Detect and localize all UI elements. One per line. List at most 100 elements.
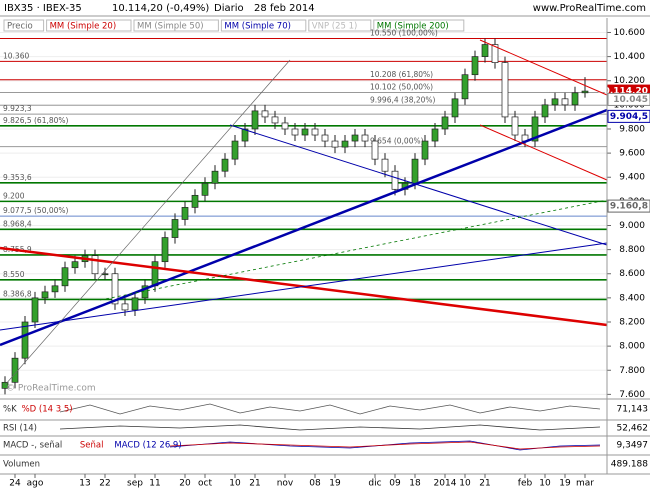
plot: Precio MM (Simple 20) MM (Simple 50) MM (Si… bbox=[0, 19, 650, 400]
legend-box bbox=[308, 19, 372, 32]
candle-body bbox=[391, 170, 399, 190]
y-tick-label: 8.600 bbox=[619, 269, 645, 279]
candle-body bbox=[331, 140, 339, 148]
legend-entry: MM (Simple 20) bbox=[50, 22, 117, 32]
x-tick-label: 24 bbox=[9, 479, 21, 489]
indicator-label: Señal bbox=[80, 441, 104, 451]
indicator-label: MACD (12 26 9) bbox=[114, 441, 181, 451]
indicator-line bbox=[59, 403, 601, 415]
candle-body bbox=[461, 74, 469, 100]
candle-body bbox=[181, 207, 189, 220]
candle-body bbox=[471, 56, 479, 76]
candle-body bbox=[171, 219, 179, 238]
candle-body bbox=[21, 321, 29, 359]
y-tick-label: 10.400 bbox=[614, 52, 646, 62]
candle-body bbox=[561, 98, 569, 106]
candle-body bbox=[11, 357, 19, 383]
y-tick-label: 9.600 bbox=[619, 149, 645, 159]
date: 28 feb 2014 bbox=[254, 3, 315, 14]
x-tick-label: oct bbox=[198, 479, 212, 489]
x-tick-label: 18 bbox=[409, 479, 421, 489]
indicator-line bbox=[59, 424, 601, 431]
candle-body bbox=[291, 128, 299, 136]
trend-line bbox=[4, 59, 291, 386]
symbol: IBX35 · IBEX-35 bbox=[4, 3, 82, 14]
candle-body bbox=[61, 267, 69, 287]
legend-entry: MM (Simple 200) bbox=[377, 22, 449, 32]
x-tick-label: 13 bbox=[79, 479, 90, 489]
candle-body bbox=[41, 291, 49, 299]
indicator-label: MACD -, señal bbox=[3, 441, 62, 451]
price-marker bbox=[607, 109, 650, 123]
candle-body bbox=[1, 381, 9, 389]
candle-body bbox=[511, 116, 519, 136]
trend-line bbox=[0, 242, 608, 331]
candle-body bbox=[361, 134, 369, 142]
x-tick-label: mar bbox=[576, 479, 594, 489]
period: Diario bbox=[214, 3, 244, 14]
y-tick-label: 8.400 bbox=[619, 293, 645, 303]
y-tick-label: 9.800 bbox=[619, 124, 645, 134]
indicator-value: 9,3497 bbox=[617, 441, 649, 451]
level-label: 8.386,8 bbox=[3, 289, 32, 298]
candle-body bbox=[351, 134, 359, 142]
candle-body bbox=[251, 110, 259, 130]
trend-line bbox=[479, 124, 608, 181]
candle-body bbox=[441, 116, 449, 130]
y-tick-label: 10.200 bbox=[614, 76, 646, 86]
legend-entry: Precio bbox=[7, 22, 33, 32]
candle-body bbox=[571, 92, 579, 106]
level-label: 9.923,3 bbox=[3, 104, 32, 113]
level-label: 8.968,4 bbox=[3, 219, 32, 228]
candle-body bbox=[191, 194, 199, 208]
candle-body bbox=[541, 104, 549, 118]
candle-body bbox=[211, 170, 219, 184]
candle-body bbox=[281, 122, 289, 130]
x-tick-label: 11 bbox=[149, 479, 160, 489]
x-tick-label: nov bbox=[277, 479, 294, 489]
level-label: 9.077,5 (50,00%) bbox=[3, 206, 69, 215]
trend-line bbox=[0, 108, 608, 347]
candle-body bbox=[341, 140, 349, 148]
price-marker-label: 9.904,5 bbox=[610, 112, 648, 122]
x-tick-label: sep bbox=[127, 479, 143, 489]
x-tick-label: 10 bbox=[229, 479, 241, 489]
y-tick-label: 7.800 bbox=[619, 366, 645, 376]
x-tick-label: 08 bbox=[309, 479, 321, 489]
x-axis: 24 ago 13 22 sep 11 20 oct 10 21 nov 08 19 dic 09 18 201… bbox=[9, 474, 594, 489]
candle-body bbox=[321, 134, 329, 142]
trend-line bbox=[229, 124, 608, 246]
level-label: 9.353,6 bbox=[3, 173, 32, 182]
price-marker bbox=[607, 199, 650, 213]
level-label: 8.550 bbox=[3, 270, 25, 279]
candle-body bbox=[241, 128, 249, 142]
candle-body bbox=[151, 261, 159, 287]
x-tick-label: dic bbox=[368, 479, 381, 489]
x-tick-label: 10 bbox=[539, 479, 551, 489]
legend-box bbox=[220, 19, 307, 32]
candle-body bbox=[101, 273, 109, 276]
level-label: 9.200 bbox=[3, 191, 25, 200]
candle-body bbox=[51, 285, 59, 293]
candle-body bbox=[261, 110, 269, 118]
trend-line bbox=[479, 39, 608, 96]
price-marker bbox=[607, 92, 650, 106]
level-label: 10.360 bbox=[3, 51, 29, 60]
level-label: 9.996,4 (38,20%) bbox=[370, 95, 436, 104]
level-label: 9.826,5 (61,80%) bbox=[3, 116, 69, 125]
candle-body bbox=[221, 158, 229, 172]
indicator-value: 489.188 bbox=[611, 460, 648, 470]
x-tick-label: ago bbox=[27, 479, 44, 489]
indicator-value: 71,143 bbox=[617, 405, 649, 415]
y-tick-label: 10.600 bbox=[614, 28, 646, 38]
y-tick-label: 7.600 bbox=[619, 390, 645, 400]
x-tick-label: 21 bbox=[249, 479, 260, 489]
indicator-label: Volumen bbox=[3, 460, 40, 470]
x-tick-label: 22 bbox=[99, 479, 110, 489]
candle-body bbox=[481, 44, 489, 57]
indicator-label: %D (14 3 5) bbox=[22, 405, 73, 415]
candle-body bbox=[271, 116, 279, 124]
legend-box bbox=[373, 19, 465, 32]
candle-body bbox=[111, 273, 119, 305]
